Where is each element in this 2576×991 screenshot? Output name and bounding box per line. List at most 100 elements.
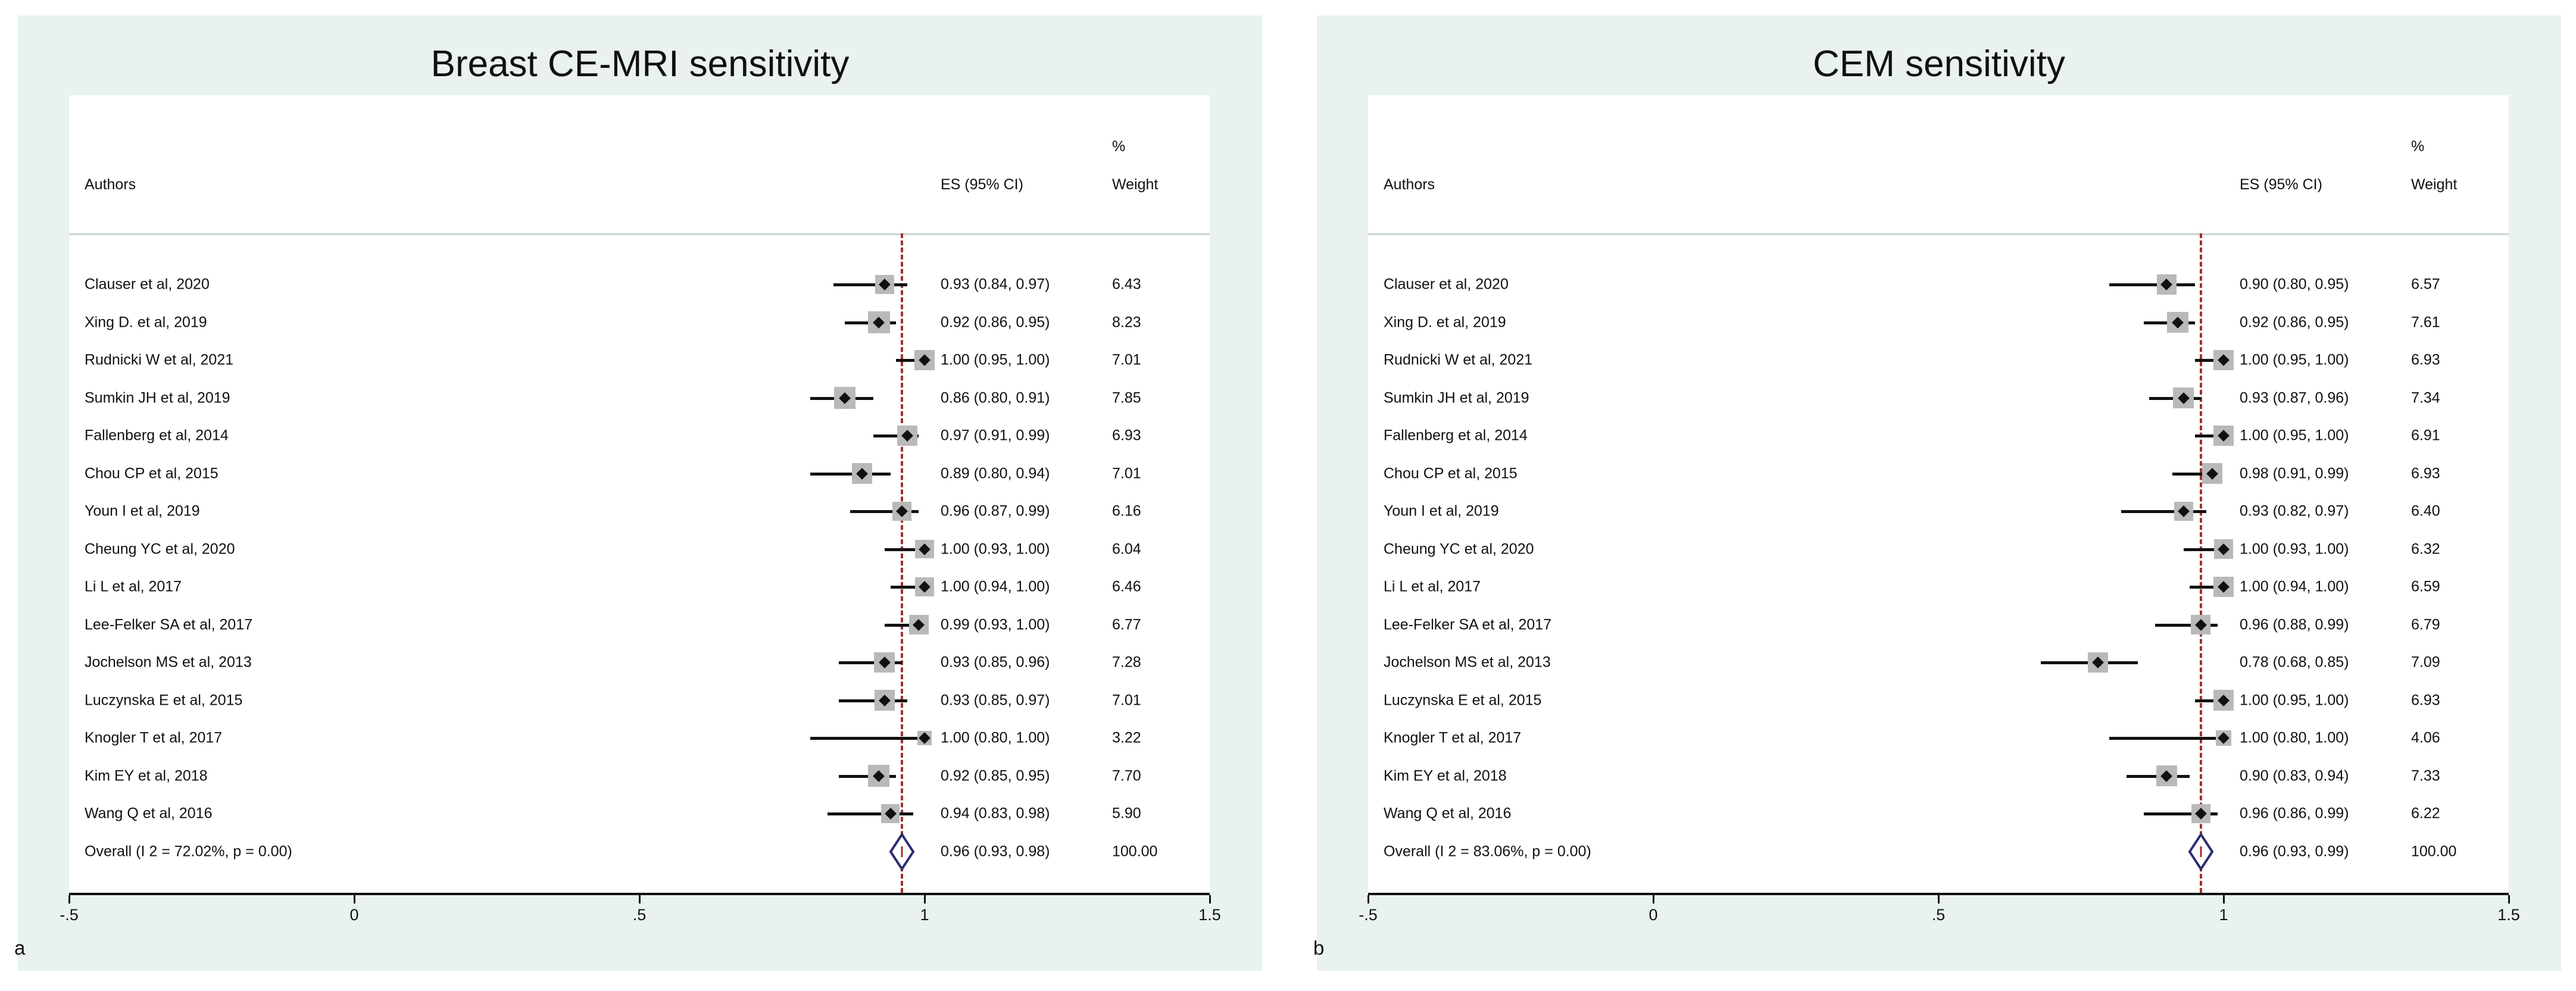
confidence-interval-line bbox=[2155, 623, 2218, 627]
weight-label: 8.23 bbox=[1112, 314, 1141, 330]
study-name: Knogler T et al, 2017 bbox=[1384, 729, 1522, 746]
study-name: Lee-Felker SA et al, 2017 bbox=[1384, 616, 1552, 633]
panel-label: a bbox=[14, 937, 26, 959]
weight-header: Weight bbox=[1112, 176, 1159, 193]
forest-panel-b: CEM sensitivity Authors ES (95% CI) % We… bbox=[1313, 15, 2561, 971]
study-name: Jochelson MS et al, 2013 bbox=[85, 654, 252, 671]
study-name: Clauser et al, 2020 bbox=[1384, 276, 1509, 293]
effect-size-label: 0.90 (0.83, 0.94) bbox=[2240, 767, 2349, 784]
x-tick-mark bbox=[639, 895, 641, 904]
effect-size-label: 0.96 (0.86, 0.99) bbox=[2240, 805, 2349, 822]
weight-label: 5.90 bbox=[1112, 805, 1141, 822]
chart-title: Breast CE-MRI sensitivity bbox=[430, 43, 850, 85]
weight-label: 7.85 bbox=[1112, 389, 1141, 406]
confidence-interval-line bbox=[884, 623, 925, 627]
confidence-interval-line bbox=[2195, 359, 2224, 362]
header-divider bbox=[69, 233, 1210, 235]
panel-label: b bbox=[1313, 937, 1325, 959]
study-name: Wang Q et al, 2016 bbox=[85, 805, 213, 822]
plot-area: Authors ES (95% CI) % Weight Clauser et … bbox=[69, 95, 1210, 893]
weight-label: 7.61 bbox=[2411, 314, 2440, 330]
confidence-interval-line bbox=[839, 774, 897, 778]
weight-label: 6.22 bbox=[2411, 805, 2440, 822]
x-tick-label: 1 bbox=[920, 906, 929, 924]
confidence-interval-line bbox=[850, 510, 919, 513]
effect-size-label: 0.93 (0.85, 0.96) bbox=[941, 654, 1050, 671]
effect-size-label: 0.98 (0.91, 0.99) bbox=[2240, 465, 2349, 482]
weight-label: 6.57 bbox=[2411, 276, 2440, 293]
confidence-interval-line bbox=[833, 283, 908, 286]
es-header: ES (95% CI) bbox=[941, 176, 1023, 193]
x-tick-label: 1.5 bbox=[1198, 906, 1221, 924]
x-tick-mark bbox=[354, 895, 355, 904]
x-tick-mark bbox=[68, 895, 70, 904]
overall-label: Overall (I 2 = 72.02%, p = 0.00) bbox=[85, 843, 292, 859]
x-tick-mark bbox=[1653, 895, 1654, 904]
confidence-interval-line bbox=[810, 737, 925, 740]
overall-diamond bbox=[2188, 832, 2214, 871]
overall-label: Overall (I 2 = 83.06%, p = 0.00) bbox=[1384, 843, 1591, 859]
weight-label: 7.01 bbox=[1112, 692, 1141, 708]
confidence-interval-line bbox=[890, 586, 925, 589]
overall-reference-line bbox=[2199, 233, 2202, 893]
confidence-interval-line bbox=[2195, 434, 2224, 437]
effect-size-label: 0.97 (0.91, 0.99) bbox=[941, 427, 1050, 444]
effect-size-label: 0.90 (0.80, 0.95) bbox=[2240, 276, 2349, 293]
weight-label: 6.93 bbox=[2411, 692, 2440, 708]
effect-size-label: 0.93 (0.87, 0.96) bbox=[2240, 389, 2349, 406]
overall-reference-line bbox=[900, 233, 903, 893]
es-header: ES (95% CI) bbox=[2240, 176, 2322, 193]
weight-header: Weight bbox=[2411, 176, 2458, 193]
study-name: Chou CP et al, 2015 bbox=[1384, 465, 1518, 482]
weight-label: 7.09 bbox=[2411, 654, 2440, 671]
study-name: Jochelson MS et al, 2013 bbox=[1384, 654, 1551, 671]
study-name: Luczynska E et al, 2015 bbox=[1384, 692, 1542, 708]
x-tick-label: -.5 bbox=[60, 906, 79, 924]
effect-size-label: 1.00 (0.93, 1.00) bbox=[941, 540, 1050, 557]
study-name: Wang Q et al, 2016 bbox=[1384, 805, 1512, 822]
confidence-interval-line bbox=[828, 812, 913, 815]
overall-diamond bbox=[889, 832, 915, 871]
effect-size-label: 0.92 (0.86, 0.95) bbox=[941, 314, 1050, 330]
x-tick-mark bbox=[1209, 895, 1211, 904]
weight-label: 6.77 bbox=[1112, 616, 1141, 633]
x-tick-label: -.5 bbox=[1359, 906, 1378, 924]
study-name: Xing D. et al, 2019 bbox=[1384, 314, 1506, 330]
effect-size-label: 0.92 (0.85, 0.95) bbox=[941, 767, 1050, 784]
confidence-interval-line bbox=[2109, 283, 2196, 286]
x-tick-label: 0 bbox=[1648, 906, 1658, 924]
effect-size-label: 0.86 (0.80, 0.91) bbox=[941, 389, 1050, 406]
confidence-interval-line bbox=[2183, 548, 2224, 551]
x-tick-label: 1.5 bbox=[2497, 906, 2520, 924]
plot-area: Authors ES (95% CI) % Weight Clauser et … bbox=[1368, 95, 2509, 893]
study-name: Fallenberg et al, 2014 bbox=[85, 427, 229, 444]
weight-label: 7.34 bbox=[2411, 389, 2440, 406]
effect-size-label: 0.94 (0.83, 0.98) bbox=[941, 805, 1050, 822]
effect-size-label: 1.00 (0.95, 1.00) bbox=[2240, 351, 2349, 368]
effect-size-label: 1.00 (0.94, 1.00) bbox=[2240, 578, 2349, 595]
chart-title: CEM sensitivity bbox=[1813, 43, 2065, 85]
study-name: Rudnicki W et al, 2021 bbox=[1384, 351, 1533, 368]
overall-weight-label: 100.00 bbox=[1112, 843, 1158, 859]
confidence-interval-line bbox=[2172, 472, 2218, 476]
effect-size-label: 0.93 (0.84, 0.97) bbox=[941, 276, 1050, 293]
study-name: Kim EY et al, 2018 bbox=[85, 767, 208, 784]
weight-label: 6.93 bbox=[2411, 351, 2440, 368]
effect-size-label: 1.00 (0.95, 1.00) bbox=[2240, 692, 2349, 708]
weight-label: 7.01 bbox=[1112, 465, 1141, 482]
forest-panel-a: Breast CE-MRI sensitivity Authors ES (95… bbox=[14, 15, 1262, 971]
weight-label: 7.01 bbox=[1112, 351, 1141, 368]
effect-size-label: 1.00 (0.95, 1.00) bbox=[2240, 427, 2349, 444]
weight-label: 6.46 bbox=[1112, 578, 1141, 595]
x-tick-label: 1 bbox=[2219, 906, 2228, 924]
weight-label: 6.16 bbox=[1112, 502, 1141, 520]
effect-size-label: 0.96 (0.88, 0.99) bbox=[2240, 616, 2349, 633]
effect-size-label: 0.89 (0.80, 0.94) bbox=[941, 465, 1050, 482]
study-name: Chou CP et al, 2015 bbox=[85, 465, 218, 482]
effect-size-label: 0.99 (0.93, 1.00) bbox=[941, 616, 1050, 633]
weight-label: 7.70 bbox=[1112, 767, 1141, 784]
confidence-interval-line bbox=[896, 359, 925, 362]
weight-label: 6.40 bbox=[2411, 502, 2440, 520]
study-name: Fallenberg et al, 2014 bbox=[1384, 427, 1528, 444]
effect-size-label: 0.93 (0.82, 0.97) bbox=[2240, 502, 2349, 520]
